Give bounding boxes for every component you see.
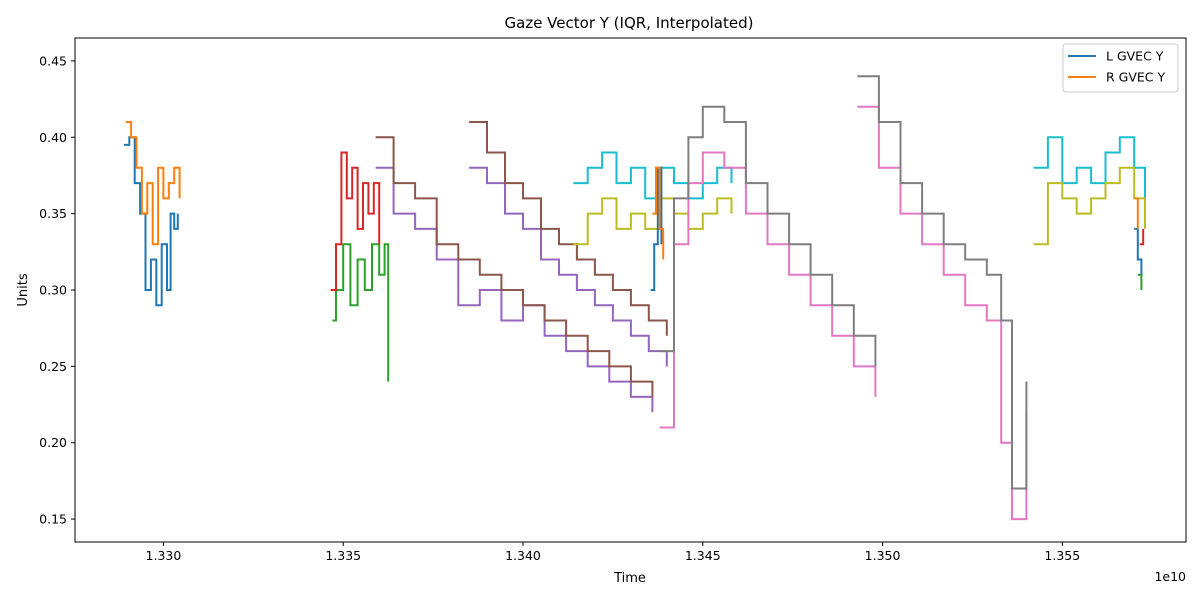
series-segment-1 — [125, 121, 181, 246]
series-segment-8 — [573, 151, 733, 200]
legend-label: L GVEC Y — [1106, 49, 1164, 64]
series-segment-5 — [375, 136, 654, 397]
series-segment-6 — [469, 166, 668, 367]
series-segment-2 — [332, 243, 390, 382]
series-segment-3 — [330, 151, 381, 291]
series-layer — [123, 75, 1146, 521]
series-segment-9 — [573, 197, 733, 246]
series-segment-21 — [1139, 228, 1145, 246]
y-tick-label: 0.30 — [39, 283, 67, 298]
y-tick-label: 0.40 — [39, 130, 67, 145]
series-segment-18 — [1134, 227, 1143, 275]
y-axis: 0.15 0.20 0.25 0.30 0.35 0.40 0.45 — [39, 53, 75, 527]
x-axis-label: Time — [613, 571, 646, 586]
y-tick-label: 0.45 — [39, 53, 67, 68]
legend: L GVEC Y R GVEC Y — [1062, 43, 1179, 93]
x-tick-label: 1.350 — [865, 548, 901, 563]
legend-label: R GVEC Y — [1106, 70, 1165, 85]
y-axis-label: Units — [16, 273, 31, 306]
series-segment-13 — [659, 105, 877, 367]
series-segment-10 — [650, 166, 663, 291]
series-segment-19 — [1134, 197, 1139, 229]
series-segment-17 — [1033, 166, 1146, 246]
x-tick-label: 1.330 — [146, 548, 182, 563]
x-axis-offset-label: 1e10 — [1154, 569, 1186, 584]
x-tick-label: 1.355 — [1044, 548, 1080, 563]
x-axis: 1.330 1.335 1.340 1.345 1.350 1.355 — [146, 542, 1080, 563]
series-segment-16 — [1033, 136, 1146, 199]
x-tick-label: 1.335 — [325, 548, 361, 563]
series-segment-0 — [123, 136, 179, 307]
y-tick-label: 0.20 — [39, 435, 67, 450]
series-segment-15 — [857, 75, 1028, 490]
y-tick-label: 0.35 — [39, 206, 67, 221]
series-segment-4 — [375, 166, 654, 413]
series-segment-11 — [652, 166, 665, 260]
y-tick-label: 0.25 — [39, 359, 67, 374]
x-tick-label: 1.340 — [505, 548, 541, 563]
series-segment-7 — [469, 121, 668, 336]
chart-title: Gaze Vector Y (IQR, Interpolated) — [505, 14, 754, 32]
x-tick-label: 1.345 — [685, 548, 721, 563]
y-tick-label: 0.15 — [39, 512, 67, 527]
series-segment-20 — [1137, 273, 1143, 290]
